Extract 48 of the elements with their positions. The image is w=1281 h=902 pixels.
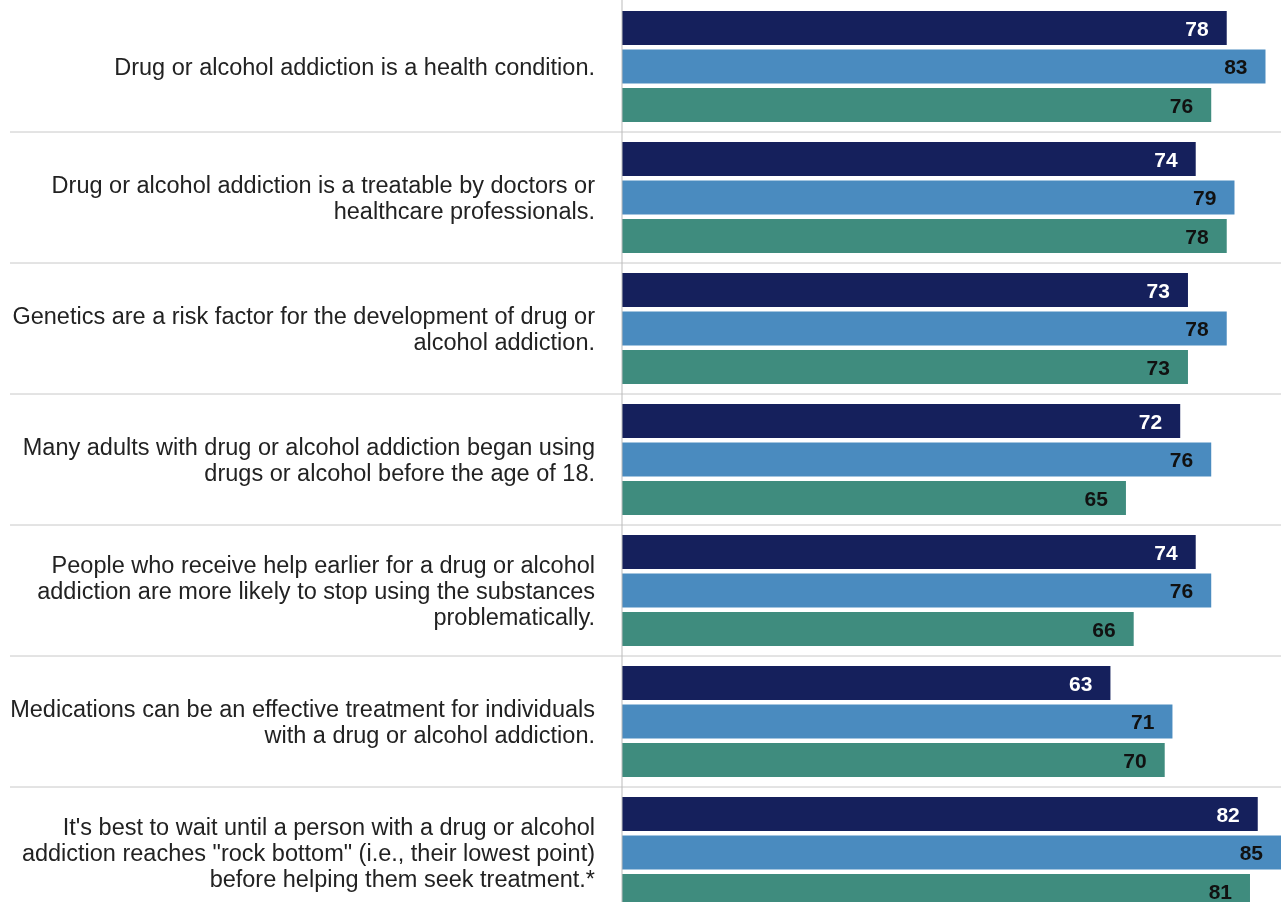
y-tick-label: Medications can be an effective treatment for individuals with a drug or alcohol addiction. [10, 696, 595, 748]
bar [622, 142, 1196, 176]
data-label: 66 [1092, 617, 1116, 641]
bar [622, 535, 1196, 569]
data-label: 73 [1146, 355, 1170, 379]
bar [622, 88, 1212, 122]
data-label: 73 [1146, 278, 1170, 302]
y-tick-label: It's best to wait until a person with a drug or alcohol addiction reaches "rock bottom" (i.e., their lowest point) before helping them seek treatment.* [21, 814, 595, 892]
bar [622, 273, 1188, 307]
data-label: 74 [1154, 540, 1179, 564]
bar [622, 573, 1212, 608]
data-label: 85 [1239, 841, 1264, 864]
y-tick-label: Genetics are a risk factor for the development of drug or alcohol addiction. [12, 303, 596, 355]
bar [622, 704, 1173, 739]
y-tick-label: People who receive help earlier for a drug or alcohol addiction are more likely to stop using the substances problematically. [37, 552, 595, 630]
data-label: 78 [1185, 16, 1210, 40]
data-label: 63 [1069, 671, 1093, 695]
bar [622, 797, 1258, 831]
bar [622, 612, 1134, 646]
bar [622, 219, 1227, 253]
y-tick-label: Many adults with drug or alcohol addiction began using drugs or alcohol before the age of 18. [22, 434, 595, 486]
bar [622, 49, 1266, 84]
data-label: 65 [1084, 486, 1109, 510]
data-label: 81 [1208, 879, 1233, 902]
bar [622, 743, 1165, 777]
data-label: 83 [1224, 55, 1248, 78]
data-label: 72 [1138, 409, 1163, 433]
data-label: 74 [1154, 147, 1179, 171]
bar [622, 481, 1126, 515]
bar [622, 311, 1227, 346]
data-label: 79 [1193, 186, 1217, 209]
bar [622, 180, 1235, 215]
data-label: 78 [1185, 224, 1210, 248]
bar [622, 404, 1181, 438]
data-label: 71 [1131, 710, 1155, 733]
data-label: 76 [1169, 93, 1194, 117]
y-tick-label: Drug or alcohol addiction is a treatable by doctors or healthcare professionals. [51, 172, 596, 224]
bar [622, 442, 1212, 477]
data-label: 76 [1169, 448, 1194, 471]
data-label: 78 [1185, 317, 1210, 340]
data-label: 76 [1169, 579, 1194, 602]
data-label: 82 [1216, 802, 1240, 826]
bar [622, 835, 1281, 870]
y-tick-label: Drug or alcohol addiction is a health condition. [114, 54, 595, 80]
bar [622, 11, 1227, 45]
bar [622, 666, 1111, 700]
data-label: 70 [1123, 748, 1147, 772]
bar [622, 350, 1188, 384]
